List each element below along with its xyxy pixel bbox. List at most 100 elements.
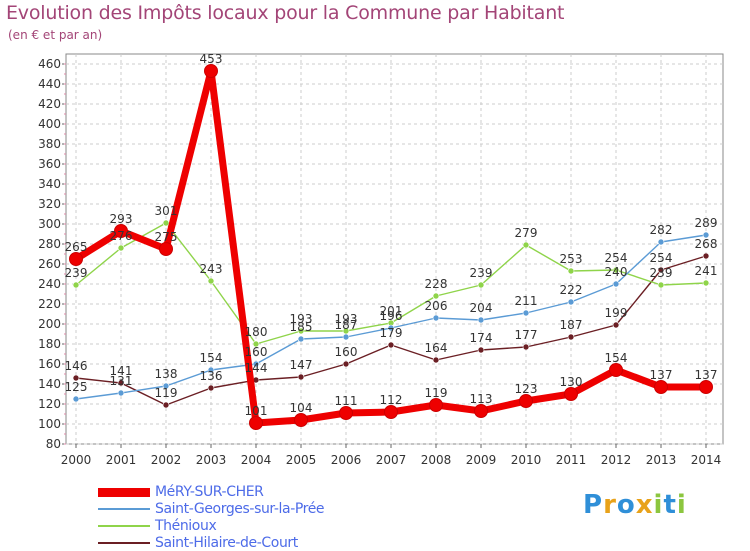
- data-point: [654, 380, 668, 394]
- y-tick-label: 340: [38, 177, 61, 191]
- legend-item: MéRY-SUR-CHER: [98, 484, 264, 500]
- legend-swatch: [98, 487, 150, 497]
- y-tick-label: 260: [38, 257, 61, 271]
- data-label: 180: [245, 325, 268, 339]
- legend-label: MéRY-SUR-CHER: [155, 484, 264, 500]
- data-label: 138: [155, 367, 178, 381]
- data-label: 265: [65, 240, 88, 254]
- data-point: [207, 366, 215, 374]
- x-tick-label: 2007: [376, 453, 407, 467]
- data-label: 137: [650, 368, 673, 382]
- data-point: [294, 413, 308, 427]
- plot-area: [65, 53, 724, 445]
- data-point: [522, 343, 530, 351]
- data-point: [477, 281, 485, 289]
- y-tick-label: 320: [38, 197, 61, 211]
- data-point: [657, 238, 665, 246]
- data-label: 279: [515, 226, 538, 240]
- data-label: 268: [695, 237, 718, 251]
- data-label: 239: [65, 266, 88, 280]
- legend-swatch: [98, 508, 150, 510]
- legend-item: Saint-Hilaire-de-Court: [98, 535, 298, 551]
- data-label: 228: [425, 277, 448, 291]
- y-tick-label: 240: [38, 277, 61, 291]
- data-label: 282: [650, 223, 673, 237]
- data-label: 187: [560, 318, 583, 332]
- x-tick-label: 2010: [511, 453, 542, 467]
- data-point: [522, 241, 530, 249]
- data-point: [699, 380, 713, 394]
- data-label: 174: [470, 331, 493, 345]
- legend-item: Saint-Georges-sur-la-Prée: [98, 501, 325, 517]
- data-label: 144: [245, 361, 268, 375]
- y-tick-label: 300: [38, 217, 61, 231]
- data-label: 276: [110, 229, 133, 243]
- data-label: 154: [605, 351, 628, 365]
- data-point: [249, 416, 263, 430]
- y-tick-label: 120: [38, 397, 61, 411]
- data-label: 146: [65, 359, 88, 373]
- data-label: 130: [560, 375, 583, 389]
- data-point: [609, 363, 623, 377]
- data-point: [432, 292, 440, 300]
- logo-letter: t: [663, 490, 677, 520]
- y-tick-label: 140: [38, 377, 61, 391]
- data-label: 141: [110, 364, 133, 378]
- logo-letter: P: [583, 490, 604, 520]
- data-point: [477, 346, 485, 354]
- data-label: 131: [110, 374, 133, 388]
- data-label: 289: [695, 216, 718, 230]
- data-point: [297, 373, 305, 381]
- data-point: [657, 281, 665, 289]
- data-point: [117, 379, 125, 387]
- data-point: [162, 219, 170, 227]
- data-point: [387, 324, 395, 332]
- data-point: [657, 266, 665, 274]
- data-point: [477, 316, 485, 324]
- data-point: [522, 309, 530, 317]
- data-point: [207, 277, 215, 285]
- data-point: [117, 244, 125, 252]
- data-point: [339, 406, 353, 420]
- data-label: 275: [155, 230, 178, 244]
- data-label: 185: [290, 320, 313, 334]
- x-tick-label: 2005: [286, 453, 317, 467]
- data-label: 193: [290, 312, 313, 326]
- y-tick-label: 100: [38, 417, 61, 431]
- logo-letter: i: [653, 490, 664, 520]
- brand-logo: Proxiti: [583, 490, 687, 520]
- data-label: 119: [425, 386, 448, 400]
- data-point: [612, 266, 620, 274]
- data-point: [69, 252, 83, 266]
- data-label: 113: [470, 392, 493, 406]
- x-tick-label: 2004: [241, 453, 272, 467]
- data-point: [114, 224, 128, 238]
- data-point: [72, 395, 80, 403]
- legend-label: Saint-Georges-sur-la-Prée: [155, 501, 325, 517]
- data-label: 160: [335, 345, 358, 359]
- logo-letter: x: [635, 490, 654, 520]
- data-label: 187: [335, 318, 358, 332]
- data-point: [612, 280, 620, 288]
- x-tick-label: 2006: [331, 453, 362, 467]
- data-label: 125: [65, 380, 88, 394]
- x-tick-label: 2012: [601, 453, 632, 467]
- data-point: [387, 341, 395, 349]
- data-label: 211: [515, 294, 538, 308]
- x-tick-label: 2011: [556, 453, 587, 467]
- data-point: [162, 401, 170, 409]
- data-label: 196: [380, 309, 403, 323]
- data-label: 193: [335, 312, 358, 326]
- y-tick-label: 180: [38, 337, 61, 351]
- data-label: 179: [380, 326, 403, 340]
- data-label: 241: [695, 264, 718, 278]
- logo-letter: o: [616, 490, 636, 520]
- data-label: 137: [695, 368, 718, 382]
- y-tick-label: 380: [38, 137, 61, 151]
- data-point: [702, 252, 710, 260]
- y-tick-label: 460: [38, 57, 61, 71]
- data-label: 136: [200, 369, 223, 383]
- data-point: [702, 231, 710, 239]
